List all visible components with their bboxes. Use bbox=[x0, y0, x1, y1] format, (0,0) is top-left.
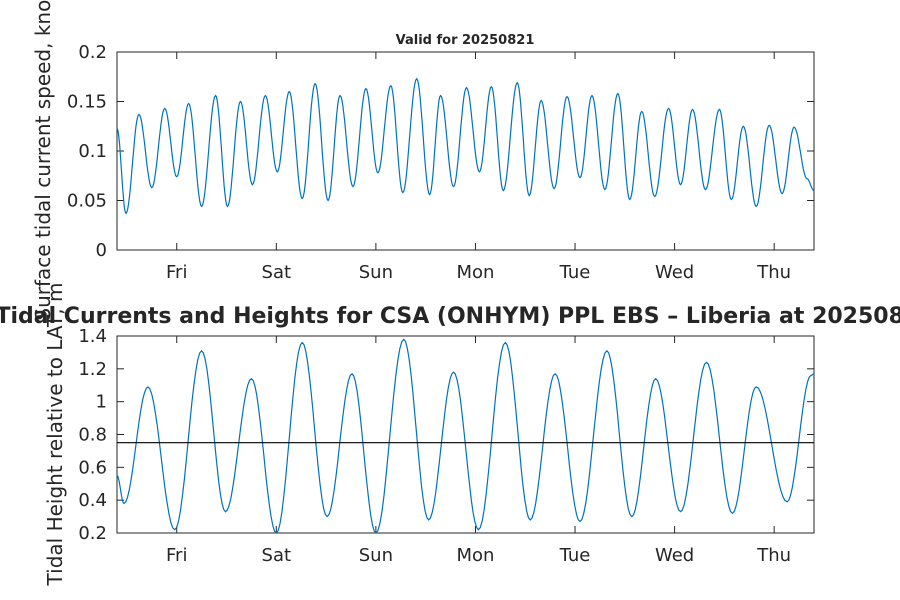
current-speed-y-tick-label: 0.15 bbox=[67, 92, 107, 113]
tidal-height-y-tick-label: 0.6 bbox=[78, 457, 107, 478]
figure-main-title: Tidal Currents and Heights for CSA (ONHY… bbox=[0, 304, 900, 329]
tidal-height-y-tick-label: 0.2 bbox=[78, 523, 107, 544]
tidal-height-y-tick-label: 1 bbox=[96, 392, 107, 413]
tidal-height-y-ticks: 0.2 0.4 0.6 0.8 1 1.2 1.4 bbox=[78, 326, 814, 544]
tidal-height-y-tick-label: 1.4 bbox=[78, 326, 107, 347]
current-speed-y-tick-label: 0.1 bbox=[78, 141, 107, 162]
current-speed-y-ticks: 0 0.05 0.1 0.15 0.2 bbox=[67, 42, 814, 261]
current-speed-x-tick-label-thu: Thu bbox=[756, 262, 791, 283]
current-speed-x-ticks: Fri Sat Sun Mon Tue Wed Thu bbox=[166, 52, 791, 283]
tidal-height-x-tick-label-fri: Fri bbox=[166, 545, 187, 566]
current-speed-y-tick-label: 0.05 bbox=[67, 191, 107, 212]
current-speed-panel: 0 0.05 0.1 0.15 0.2 Fri Sat Sun Mon Tue Wed Thu Va… bbox=[31, 0, 815, 321]
tidal-height-x-tick-label-sat: Sat bbox=[262, 545, 292, 566]
tidal-height-x-tick-label-mon: Mon bbox=[456, 545, 494, 566]
tidal-height-x-ticks: Fri Sat Sun Mon Tue Wed Thu bbox=[166, 336, 791, 566]
current-speed-x-tick-label-wed: Wed bbox=[655, 262, 694, 283]
tidal-height-panel: 0.2 0.4 0.6 0.8 1 1.2 1.4 Fri Sat Sun Mon Tue Wed Th… bbox=[43, 283, 815, 587]
tidal-height-x-tick-label-tue: Tue bbox=[559, 545, 591, 566]
current-speed-x-tick-label-tue: Tue bbox=[559, 262, 591, 283]
current-speed-title: Valid for 20250821 bbox=[396, 33, 535, 48]
current-speed-y-axis-label: Surface tidal current speed, knots bbox=[31, 0, 55, 321]
tidal-height-y-tick-label: 0.8 bbox=[78, 425, 107, 446]
tidal-height-y-axis-label: Tidal Height relative to LAT, m bbox=[43, 283, 67, 587]
tidal-height-x-tick-label-wed: Wed bbox=[655, 545, 694, 566]
current-speed-series-line bbox=[116, 77, 815, 215]
tidal-height-x-tick-label-sun: Sun bbox=[359, 545, 393, 566]
current-speed-x-tick-label-sun: Sun bbox=[359, 262, 393, 283]
tidal-height-series-line bbox=[116, 338, 814, 534]
tidal-height-x-tick-label-thu: Thu bbox=[756, 545, 791, 566]
current-speed-x-tick-label-mon: Mon bbox=[456, 262, 494, 283]
tidal-height-y-tick-label: 1.2 bbox=[78, 359, 107, 380]
tidal-height-y-tick-label: 0.4 bbox=[78, 490, 107, 511]
tidal-height-axes-box bbox=[116, 335, 815, 534]
current-speed-axes-box bbox=[116, 51, 815, 251]
current-speed-y-tick-label: 0 bbox=[96, 240, 107, 261]
current-speed-x-tick-label-fri: Fri bbox=[166, 262, 187, 283]
current-speed-x-tick-label-sat: Sat bbox=[262, 262, 292, 283]
current-speed-y-tick-label: 0.2 bbox=[78, 42, 107, 63]
